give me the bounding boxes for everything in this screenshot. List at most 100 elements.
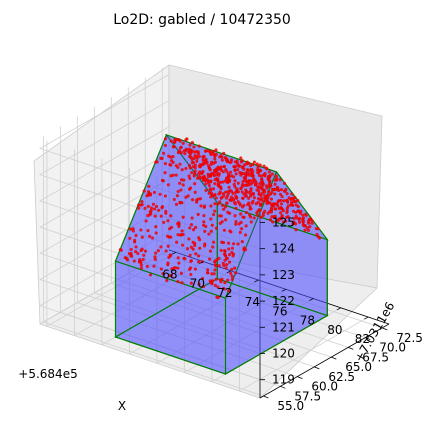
lidar-point [188, 253, 192, 257]
lidar-point [194, 225, 198, 229]
x-tick-mark [171, 251, 177, 255]
lidar-point [198, 246, 202, 250]
lidar-point [206, 172, 210, 176]
lidar-point [169, 225, 174, 229]
lidar-point [179, 271, 183, 275]
lidar-point [202, 160, 206, 164]
lidar-point [236, 190, 240, 194]
lidar-point [298, 216, 302, 221]
lidar-point [209, 191, 214, 195]
y-tick-label: 62.5 [328, 370, 355, 384]
lidar-point [139, 263, 143, 267]
lidar-point [258, 203, 262, 207]
lidar-point [210, 223, 214, 227]
lidar-point [159, 267, 163, 271]
lidar-point [229, 189, 234, 193]
lidar-point [149, 206, 154, 210]
lidar-point [146, 214, 150, 218]
lidar-point [195, 159, 199, 163]
lidar-point [169, 155, 173, 159]
lidar-point [221, 170, 225, 174]
lidar-point [167, 255, 171, 260]
lidar-point [256, 200, 260, 204]
lidar-point [229, 271, 233, 275]
lidar-point [136, 251, 140, 256]
lidar-point [139, 249, 143, 253]
chart-title: Lo2D: gabled / 10472350 [113, 12, 291, 28]
lidar-point [301, 219, 305, 223]
lidar-point [158, 192, 162, 196]
lidar-point [175, 194, 179, 198]
lidar-point [226, 278, 230, 282]
lidar-point [279, 211, 283, 215]
lidar-point [214, 226, 218, 230]
lidar-point [281, 220, 286, 224]
lidar-point [236, 200, 240, 204]
lidar-point [198, 175, 202, 179]
lidar-point [222, 207, 226, 211]
lidar-point [198, 238, 202, 242]
lidar-point [266, 211, 270, 215]
lidar-point [234, 222, 238, 226]
gridline-z [39, 126, 261, 276]
lidar-point [212, 240, 216, 244]
lidar-point [176, 280, 180, 284]
lidar-point [249, 207, 253, 211]
lidar-point [140, 235, 144, 239]
lidar-point [285, 199, 289, 203]
lidar-point [130, 254, 134, 258]
lidar-point [191, 198, 195, 202]
lidar-point [178, 162, 182, 166]
lidar-point [179, 151, 183, 155]
y-tick-label: 65.0 [345, 360, 372, 374]
lidar-point [260, 185, 264, 189]
lidar-point [154, 160, 158, 164]
x-tick-mark [199, 261, 204, 264]
lidar-point [292, 216, 296, 221]
lidar-point [233, 168, 237, 172]
lidar-point [197, 254, 201, 258]
lidar-point [208, 187, 212, 191]
lidar-point [169, 139, 173, 143]
lidar-point [268, 218, 272, 222]
lidar-point [159, 214, 163, 218]
lidar-point [188, 143, 192, 147]
x-axis-label: X [118, 399, 126, 413]
lidar-point [171, 145, 175, 149]
lidar-point [211, 151, 215, 155]
lidar-point [234, 190, 238, 194]
z-tick-label: 124 [272, 242, 295, 256]
lidar-point [196, 260, 201, 264]
lidar-point [146, 204, 150, 208]
lidar-point [303, 228, 307, 232]
lidar-point [294, 228, 298, 232]
lidar-point [139, 266, 144, 270]
lidar-point [229, 230, 233, 234]
lidar-point [189, 281, 193, 285]
lidar-point [216, 183, 220, 187]
lidar-point [238, 230, 242, 234]
y-tick-mark [314, 366, 320, 370]
axis-lines [168, 212, 390, 399]
lidar-point [172, 197, 176, 202]
lidar-point [225, 180, 229, 184]
lidar-point [226, 210, 230, 214]
lidar-point [234, 271, 238, 275]
lidar-point [162, 220, 166, 224]
y-axis-line [259, 323, 390, 399]
lidar-point [229, 160, 233, 164]
lidar-point [189, 223, 194, 227]
lidar-point [247, 201, 251, 205]
lidar-point [176, 222, 180, 226]
x-tick-mark [281, 288, 287, 292]
lidar-point [230, 174, 234, 178]
lidar-point [189, 259, 193, 263]
lidar-point [225, 194, 230, 198]
x-tick-mark [364, 316, 369, 320]
y-tick-mark [263, 395, 269, 399]
lidar-point [234, 220, 238, 224]
lidar-point [174, 164, 178, 168]
lidar-point [128, 236, 132, 240]
lidar-point [223, 258, 227, 262]
lidar-point [234, 206, 238, 210]
